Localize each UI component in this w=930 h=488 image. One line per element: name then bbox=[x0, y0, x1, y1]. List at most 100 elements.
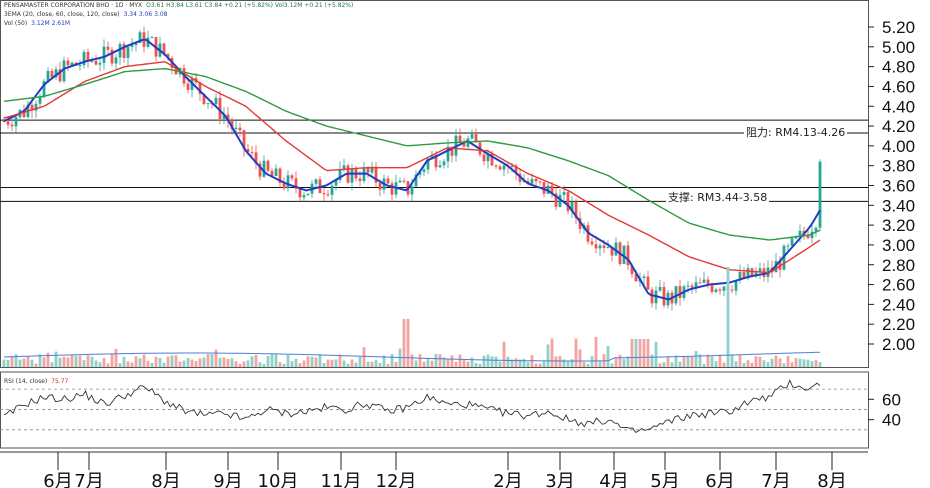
candle-body bbox=[514, 165, 518, 174]
candle-body bbox=[42, 81, 46, 97]
candle-body bbox=[530, 178, 534, 184]
candle-body bbox=[714, 289, 718, 292]
volume-bar bbox=[462, 359, 466, 367]
volume-bar bbox=[318, 354, 322, 367]
candle-body bbox=[134, 43, 138, 45]
price-tick-label: 4.20 bbox=[882, 117, 915, 136]
price-tick-label: 2.00 bbox=[882, 335, 915, 354]
candle-body bbox=[254, 152, 258, 164]
volume-bar bbox=[126, 361, 130, 367]
price-tick-label: 4.60 bbox=[882, 77, 915, 96]
candle-body bbox=[50, 70, 54, 78]
volume-bar bbox=[114, 348, 118, 367]
legend-ema-values: 3.34 3.06 3.08 bbox=[123, 11, 168, 18]
volume-bar bbox=[698, 354, 702, 367]
candle-body bbox=[690, 285, 694, 288]
volume-bar bbox=[30, 359, 34, 367]
volume-bar bbox=[670, 362, 674, 367]
candle-body bbox=[550, 185, 554, 194]
volume-bar bbox=[198, 358, 202, 367]
volume-bar bbox=[146, 360, 150, 367]
x-tick-label: 10月 bbox=[258, 471, 299, 488]
candle-body bbox=[606, 246, 610, 248]
volume-bar bbox=[814, 360, 818, 367]
x-tick-label: 7月 bbox=[74, 471, 103, 488]
ema-line-20 bbox=[3, 38, 821, 301]
candle-body bbox=[534, 178, 538, 182]
candle-body bbox=[94, 60, 98, 65]
candle-body bbox=[218, 97, 222, 119]
x-tick-label: 5月 bbox=[650, 471, 679, 488]
volume-bar bbox=[402, 319, 406, 367]
volume-bar bbox=[390, 354, 394, 367]
x-tick-label: 6月 bbox=[43, 471, 72, 488]
candle-body bbox=[334, 179, 338, 186]
volume-bar bbox=[106, 363, 110, 367]
volume-bar bbox=[682, 356, 686, 367]
candle-body bbox=[102, 46, 106, 63]
volume-bar bbox=[38, 354, 42, 367]
volume-bar bbox=[450, 355, 454, 367]
candle-body bbox=[738, 272, 742, 281]
candle-body bbox=[14, 117, 18, 127]
candle-body bbox=[326, 194, 330, 196]
volume-bar bbox=[522, 358, 526, 367]
legend-volume: Vol (50) 3.12M 2.61M bbox=[4, 20, 70, 27]
candle-body bbox=[718, 289, 722, 291]
volume-bar bbox=[438, 354, 442, 367]
volume-bar bbox=[790, 362, 794, 367]
candle-body bbox=[490, 153, 494, 166]
candle-body bbox=[350, 168, 354, 183]
volume-bar bbox=[782, 363, 786, 367]
volume-bar bbox=[730, 354, 734, 367]
volume-bar bbox=[490, 356, 494, 367]
volume-bar bbox=[282, 363, 286, 367]
price-tick-label: 4.00 bbox=[882, 137, 915, 156]
x-tick-label: 8月 bbox=[151, 471, 180, 488]
volume-bar bbox=[598, 361, 602, 367]
rsi-tick-label: 40 bbox=[882, 411, 901, 430]
candle-body bbox=[306, 193, 310, 196]
volume-bar bbox=[618, 354, 622, 367]
candle-body bbox=[198, 82, 202, 95]
candle-body bbox=[566, 192, 570, 212]
x-tick-label: 6月 bbox=[705, 471, 734, 488]
price-tick-label: 3.60 bbox=[882, 177, 915, 196]
price-tick-label: 4.80 bbox=[882, 58, 915, 77]
candle-body bbox=[370, 166, 374, 173]
volume-bar bbox=[686, 356, 690, 367]
candle-body bbox=[402, 180, 406, 182]
volume-bar bbox=[158, 358, 162, 367]
candle-body bbox=[282, 182, 286, 189]
volume-bar bbox=[622, 359, 626, 367]
volume-bar bbox=[514, 358, 518, 367]
candle-body bbox=[130, 44, 134, 47]
volume-bar bbox=[738, 355, 742, 367]
legend-ohlc: O3.61 H3.84 L3.61 C3.84 +0.21 (+5.82%) V… bbox=[146, 2, 354, 9]
candle-body bbox=[510, 165, 514, 167]
legend-volume-name: Vol (50) bbox=[4, 20, 28, 27]
volume-bar bbox=[334, 359, 338, 367]
candle-body bbox=[698, 282, 702, 284]
volume-ma-line bbox=[3, 351, 821, 362]
volume-bar bbox=[558, 356, 562, 367]
volume-bar bbox=[466, 361, 470, 367]
volume-bar bbox=[354, 362, 358, 367]
volume-bar bbox=[454, 361, 458, 367]
volume-bar bbox=[658, 363, 662, 367]
volume-bar bbox=[518, 359, 522, 367]
volume-bar bbox=[434, 354, 438, 367]
volume-bar bbox=[86, 355, 90, 367]
volume-bar bbox=[654, 341, 658, 367]
candle-body bbox=[374, 166, 378, 183]
volume-bar bbox=[534, 363, 538, 367]
volume-bar bbox=[482, 355, 486, 367]
candle-body bbox=[442, 161, 446, 166]
candle-body bbox=[222, 114, 226, 119]
candle-body bbox=[86, 51, 90, 61]
candle-body bbox=[234, 127, 238, 129]
legend-rsi-name: RSI (14, close) bbox=[4, 378, 48, 385]
candle-body bbox=[734, 280, 738, 291]
legend-volume-values: 3.12M 2.61M bbox=[31, 20, 71, 27]
